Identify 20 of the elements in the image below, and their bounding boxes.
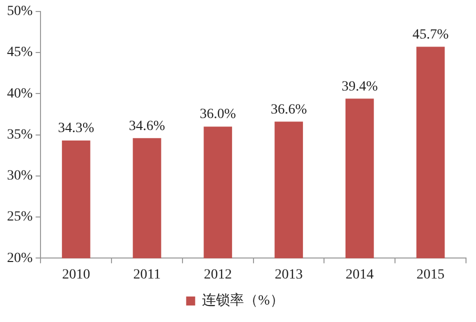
y-tick-label: 50%: [6, 4, 33, 20]
data-label: 34.3%: [58, 121, 95, 136]
data-label: 36.0%: [200, 107, 236, 122]
y-tick-label: 45%: [6, 45, 33, 60]
y-tick-label: 35%: [6, 127, 33, 142]
data-label: 45.7%: [412, 27, 449, 42]
y-tick-label: 20%: [6, 250, 33, 266]
y-tick-label: 40%: [6, 86, 33, 102]
data-label: 39.4%: [342, 79, 378, 94]
x-tick-label: 2015: [416, 267, 445, 282]
data-label: 36.6%: [270, 102, 308, 118]
x-tick-label: 2010: [62, 267, 90, 282]
x-tick-label: 2011: [133, 267, 161, 282]
legend-label: 连锁率（%）: [202, 292, 284, 309]
y-tick-label: 25%: [6, 210, 33, 225]
x-tick-label: 2014: [346, 267, 374, 282]
x-tick-label: 2012: [204, 267, 232, 282]
y-tick-label: 30%: [6, 168, 33, 184]
x-tick-label: 2013: [274, 267, 303, 282]
data-label: 34.6%: [128, 118, 166, 134]
